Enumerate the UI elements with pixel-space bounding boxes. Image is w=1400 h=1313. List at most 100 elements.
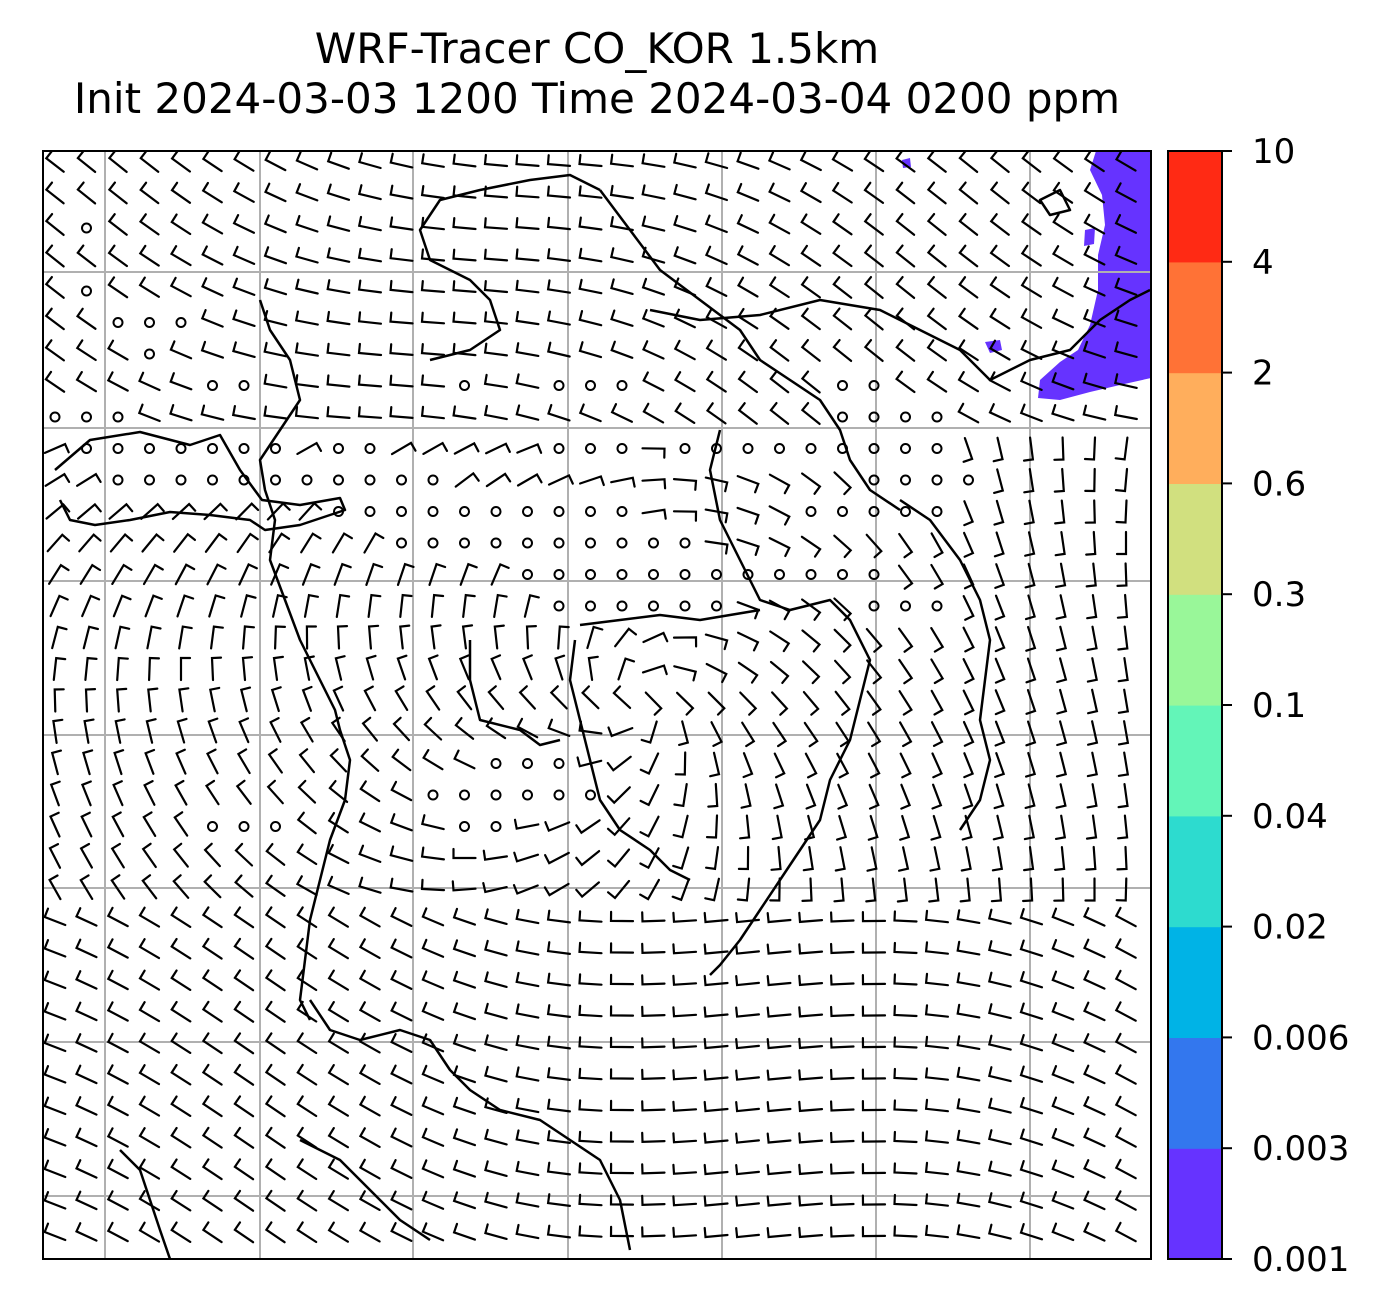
wind-barb — [801, 877, 813, 902]
wind-barb — [962, 720, 975, 747]
wind-barb — [705, 402, 727, 425]
wind-barb — [204, 779, 220, 806]
wind-barb — [736, 151, 760, 170]
wind-barb — [484, 1065, 508, 1083]
wind-barb — [390, 780, 413, 802]
wind-barb — [484, 1097, 508, 1114]
wind-barb — [170, 1158, 192, 1180]
wind-barb — [1024, 594, 1036, 621]
wind-barb — [328, 780, 349, 803]
wind-barb — [926, 370, 948, 393]
wind-barb — [554, 654, 566, 681]
wind-barb — [1051, 372, 1075, 391]
wind-barb — [768, 537, 791, 558]
wind-barb — [609, 942, 635, 954]
title-line-1: WRF-Tracer CO_KOR 1.5km — [314, 24, 880, 73]
wind-barb — [490, 562, 510, 586]
wind-barb — [546, 185, 572, 199]
wind-barb — [138, 1064, 161, 1086]
wind-barb — [203, 842, 221, 868]
wind-barb — [52, 718, 64, 744]
wind-barb — [576, 756, 603, 768]
wind-barb — [452, 847, 477, 860]
wind-barb — [295, 183, 319, 202]
wind-barb — [263, 214, 287, 234]
wind-barb-calm — [238, 474, 250, 486]
wind-barb — [557, 625, 570, 650]
wind-barb — [1051, 1222, 1075, 1242]
wind-barb — [1020, 244, 1042, 267]
wind-barb-calm — [112, 317, 124, 328]
wind-barb — [768, 473, 791, 495]
wind-barb — [926, 181, 947, 205]
wind-barb — [1051, 404, 1075, 422]
wind-barb — [707, 782, 719, 808]
wind-barb — [704, 183, 728, 202]
wind-barb — [110, 842, 125, 869]
wind-barb — [833, 534, 853, 559]
wind-barb — [930, 689, 944, 716]
wind-barb-calm — [585, 569, 596, 580]
wind-barb — [893, 1036, 918, 1049]
wind-barb-calm — [837, 411, 848, 423]
wind-barb — [1019, 971, 1044, 989]
wind-barb — [44, 244, 65, 268]
wind-barb — [863, 151, 885, 173]
wind-barb — [989, 244, 1010, 268]
wind-barb — [672, 1006, 698, 1018]
wind-barb — [956, 1129, 981, 1145]
wind-barb — [1051, 308, 1074, 329]
gridlines — [43, 151, 1151, 1259]
wind-barb-calm — [585, 506, 596, 517]
wind-barb — [458, 654, 470, 681]
wind-barb — [233, 1095, 255, 1118]
wind-barb — [739, 814, 751, 840]
wind-barb — [390, 441, 417, 456]
wind-barb — [44, 151, 65, 173]
wind-barb — [766, 1101, 792, 1113]
wind-barb — [704, 877, 720, 902]
wind-barb — [1117, 688, 1130, 714]
wind-barb — [543, 882, 570, 897]
wind-barb — [484, 971, 508, 988]
wind-barb — [705, 308, 728, 329]
wind-barb — [525, 625, 537, 650]
wind-barb — [172, 874, 190, 899]
wind-barb — [769, 660, 790, 684]
wind-barb — [43, 1065, 67, 1084]
wind-barb — [267, 748, 283, 774]
wind-barb — [79, 563, 102, 585]
wind-barb — [989, 276, 1011, 299]
wind-barb — [930, 627, 945, 653]
wind-barb — [1087, 720, 1099, 746]
wind-barb — [768, 599, 791, 621]
wind-barb — [672, 1037, 698, 1049]
wind-barb — [606, 786, 631, 805]
wind-barb — [515, 908, 540, 925]
wind-barb-calm — [585, 537, 596, 549]
wind-barb — [1019, 1128, 1044, 1146]
wind-barb — [1023, 499, 1035, 526]
wind-barb — [421, 1127, 445, 1147]
wind-barb — [581, 685, 600, 710]
wind-barb — [396, 562, 415, 586]
wind-barb — [390, 1096, 413, 1116]
wind-barb — [1020, 339, 1043, 360]
wind-barb — [49, 594, 69, 618]
wind-barb-calm — [679, 537, 691, 549]
wind-barb — [769, 877, 781, 902]
wind-barb — [43, 939, 67, 958]
wind-barb — [861, 942, 887, 954]
wind-barb — [454, 471, 480, 488]
wind-barb — [963, 752, 975, 779]
colorbar-tick-label: 0.001 — [1252, 1240, 1349, 1280]
wind-barb — [138, 1190, 161, 1212]
wind-barb — [992, 814, 1004, 841]
wind-barb — [798, 1163, 824, 1176]
wind-barb — [235, 779, 252, 805]
wind-barb — [173, 811, 189, 837]
wind-barb — [704, 476, 729, 493]
wind-barb — [326, 875, 350, 895]
wind-barb — [1114, 1127, 1137, 1148]
wind-barb — [739, 691, 758, 716]
